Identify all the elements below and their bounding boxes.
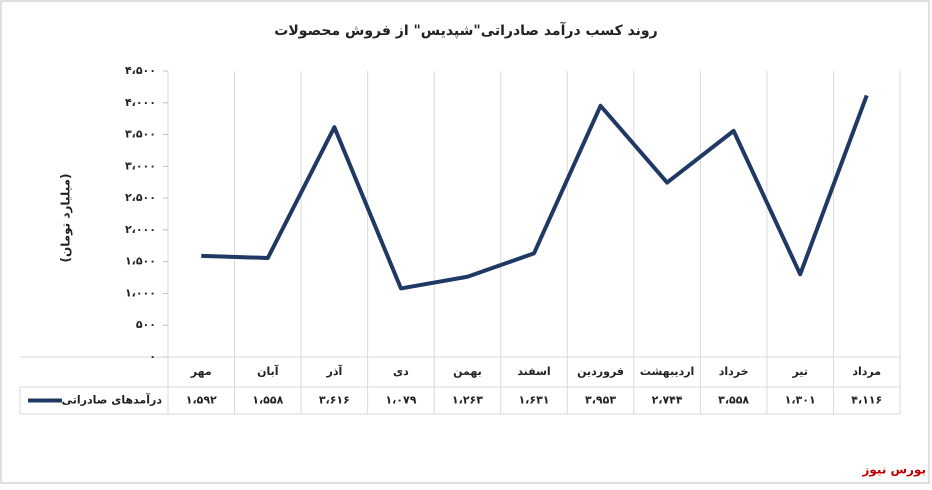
x-tick-label: مهر [190,365,212,378]
x-tick-label: مرداد [852,365,881,378]
x-tick-label: خرداد [719,365,749,378]
chart-title: روند کسب درآمد صادراتی"شپدیس" از فروش مح… [274,21,657,39]
table-value: ۳،۹۵۳ [585,394,616,407]
table-value: ۳،۵۵۸ [718,394,749,407]
x-tick-label: اسفند [517,365,550,378]
y-tick-label: ۲،۵۰۰ [125,191,156,204]
y-tick-label: ۱،۵۰۰ [125,255,156,268]
x-tick-label: فروردین [577,365,624,378]
table-value: ۱،۶۳۱ [518,394,549,407]
x-tick-label: آبان [257,364,279,378]
legend-label: درآمدهای صادراتی [62,393,163,407]
table-value: ۱،۵۹۲ [186,394,217,407]
y-tick-label: ۲،۰۰۰ [125,223,156,236]
table-value: ۴،۱۱۶ [851,394,882,407]
y-axis-label: (میلیارد تومان) [59,173,74,262]
source: بورس نیوز [861,463,926,478]
y-tick-label: ۳،۰۰۰ [125,159,156,172]
x-tick-label: آذر [325,364,342,378]
y-tick-label: ۳،۵۰۰ [125,128,156,141]
x-tick-label: تیر [791,365,807,378]
y-tick-label: ۴،۵۰۰ [125,64,156,77]
x-tick-label: اردیبهشت [640,365,694,378]
table-value: ۱،۳۰۱ [785,394,816,407]
table-value: ۱،۰۷۹ [385,394,416,407]
x-tick-label: بهمن [453,365,482,378]
x-tick-label: دی [393,365,409,378]
table-value: ۱،۵۵۸ [252,394,283,407]
table-value: ۱،۲۶۳ [452,394,483,407]
y-tick-label: ۰ [149,350,156,363]
table-value: ۲،۷۴۴ [652,394,683,407]
y-tick-label: ۵۰۰ [136,318,156,331]
line [201,94,869,291]
y-tick-label: ۱،۰۰۰ [125,286,156,299]
y-tick-label: ۴،۰۰۰ [125,96,156,109]
table-value: ۳،۶۱۶ [319,394,350,407]
